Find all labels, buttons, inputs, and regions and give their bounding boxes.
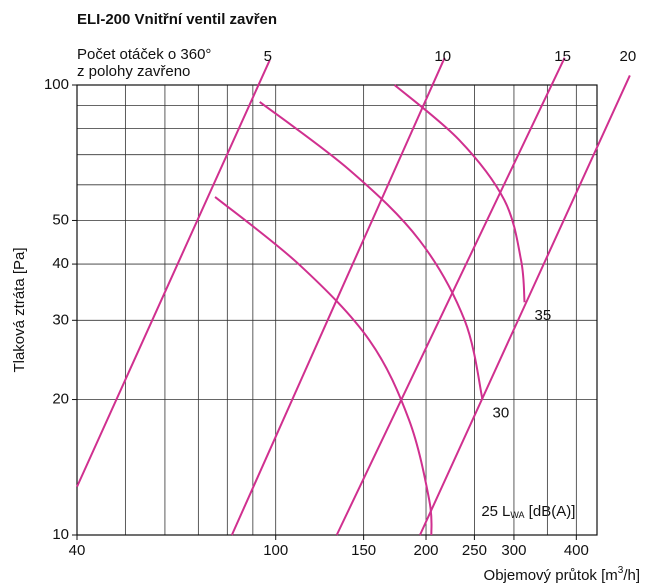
legend-title: z polohy zavřeno: [77, 63, 190, 80]
series-line: [393, 84, 526, 303]
x-tick-label: 400: [564, 542, 589, 559]
y-tick-label: 50: [52, 211, 69, 228]
x-tick-label: 40: [69, 542, 86, 559]
series-label: 30: [492, 405, 509, 422]
series-line: [230, 57, 446, 536]
series-label: 20: [620, 48, 637, 65]
x-tick-label: 100: [263, 542, 288, 559]
legend-title: Počet otáček o 360°: [77, 46, 211, 63]
y-axis-label: Tlaková ztráta [Pa]: [11, 247, 28, 372]
y-tick-label: 20: [52, 391, 69, 408]
series-label: 25: [481, 503, 498, 520]
series-line: [419, 75, 631, 536]
x-tick-label: 150: [351, 542, 376, 559]
y-tick-label: 100: [44, 76, 69, 93]
series-line: [214, 196, 433, 536]
x-tick-label: 200: [414, 542, 439, 559]
series-label: 5: [264, 48, 272, 65]
x-tick-label: 250: [462, 542, 487, 559]
chart-title: ELI-200 Vnitřní ventil zavřen: [77, 11, 277, 28]
y-tick-label: 10: [52, 526, 69, 543]
x-tick-label: 300: [501, 542, 526, 559]
unit-label: LWA [dB(A)]: [502, 503, 575, 520]
x-axis-label: Objemový průtok [m3/h]: [484, 565, 640, 584]
series-line: [76, 59, 271, 488]
y-tick-label: 30: [52, 311, 69, 328]
series-label: 15: [554, 48, 571, 65]
series-label: 35: [535, 307, 552, 324]
series-line: [259, 101, 484, 400]
series-line: [335, 57, 566, 536]
y-tick-label: 40: [52, 255, 69, 272]
series-label: 10: [434, 48, 451, 65]
